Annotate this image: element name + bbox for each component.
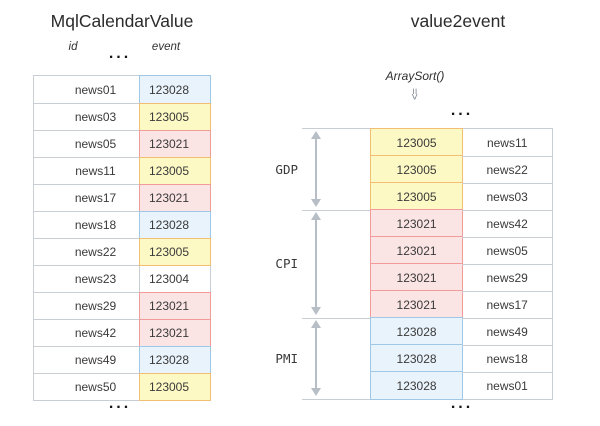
group-spacer-cell [302, 237, 371, 264]
event-cell: 123021 [370, 264, 463, 291]
group-label-pmi: PMI [275, 350, 298, 366]
id-cell: news17 [462, 291, 552, 318]
table-row: news22 123005 [34, 238, 210, 265]
group-spacer-cell [302, 345, 371, 372]
ellipsis-top-left: ... [108, 45, 132, 62]
event-cell: 123004 [148, 272, 190, 286]
id-cell: news18 [34, 212, 140, 238]
id-cell: news23 [34, 266, 140, 292]
id-cell: news22 [34, 239, 140, 265]
arrow-down-icon: => [408, 88, 420, 99]
event-cell: 123005 [140, 104, 210, 130]
group-spacer-cell [302, 183, 371, 210]
id-cell: news22 [462, 156, 552, 183]
event-cell: 123005 [140, 239, 210, 265]
id-cell: news01 [462, 372, 552, 399]
table-row: news01 123028 [34, 76, 210, 103]
group-spacer-cell [302, 291, 371, 318]
ellipsis-top-right: ... [450, 102, 474, 119]
table-row: news23 123004 [34, 265, 210, 292]
table-row: news17 123021 [34, 184, 210, 211]
table-row: news49 123028 [34, 346, 210, 373]
id-cell: news11 [486, 135, 528, 150]
id-cell: news29 [462, 264, 552, 291]
group-label-cpi: CPI [275, 256, 298, 271]
id-cell: news05 [462, 237, 552, 264]
ellipsis-bottom-right: ... [450, 395, 474, 412]
group-spacer-cell [302, 372, 371, 399]
id-cell: news29 [34, 293, 140, 319]
group-spacer-cell [302, 318, 371, 345]
event-cell: 123028 [140, 347, 210, 373]
event-cell: 123021 [140, 185, 210, 211]
table-row: 123028 news01 [302, 372, 552, 399]
value2event-table: 123005 news11 123005 news22 123005 news03 1230… [302, 128, 553, 400]
event-cell: 123005 [370, 129, 463, 156]
id-cell: news42 [462, 210, 552, 237]
table-row: news11 123005 [34, 157, 210, 184]
id-cell: news49 [34, 347, 140, 373]
event-cell: 123021 [140, 320, 210, 346]
event-cell: 123021 [370, 237, 463, 264]
event-cell: 123021 [370, 291, 463, 318]
table-row: news03 123005 [34, 103, 210, 130]
table-row: news05 123021 [34, 130, 210, 157]
table-row: 123021 news05 [302, 237, 552, 264]
table-row: 123028 news49 [302, 318, 552, 345]
id-cell: news03 [34, 104, 140, 130]
table-row: 123028 news18 [302, 345, 552, 372]
event-cell: 123005 [140, 158, 210, 184]
event-cell: 123021 [370, 210, 463, 237]
table-row: news29 123021 [34, 292, 210, 319]
group-spacer-cell [302, 264, 371, 291]
table-row: 123021 news29 [302, 264, 552, 291]
column-header-event: event [151, 41, 181, 53]
event-cell: 123005 [370, 183, 463, 210]
event-cell: 123021 [140, 293, 210, 319]
table-row: 123005 news22 [302, 156, 552, 183]
id-cell: news42 [34, 320, 140, 346]
id-cell: news01 [34, 76, 140, 103]
event-cell: 123005 [140, 374, 210, 400]
right-table-title: value2event [410, 11, 506, 31]
id-cell: news03 [462, 183, 552, 210]
table-row: 123005 news11 [302, 129, 552, 156]
table-row: 123021 news42 [302, 210, 552, 237]
event-cell: 123028 [140, 76, 210, 103]
event-cell: 123028 [370, 372, 463, 399]
table-row: news18 123028 [34, 211, 210, 238]
id-cell: news17 [34, 185, 140, 211]
table-row: 123021 news17 [302, 291, 552, 318]
table-row: 123005 news03 [302, 183, 552, 210]
group-spacer-cell [302, 210, 371, 237]
ellipsis-bottom-left: ... [108, 395, 132, 412]
arraysort-label: ArraySort() [385, 69, 445, 83]
id-cell: news18 [462, 345, 552, 372]
table-row: news50 123005 [34, 373, 210, 400]
event-cell: 123028 [370, 345, 463, 372]
group-spacer-cell [302, 129, 371, 156]
group-label-gdp: GDP [275, 161, 298, 177]
event-cell: 123028 [370, 318, 463, 345]
event-cell: 123028 [140, 212, 210, 238]
id-cell: news05 [34, 131, 140, 157]
id-cell: news50 [34, 374, 140, 400]
group-spacer-cell [302, 156, 371, 183]
left-table-title: MqlCalendarValue [50, 11, 194, 31]
id-cell: news11 [34, 158, 140, 184]
column-header-id: id [68, 41, 78, 53]
table-row: news42 123021 [34, 319, 210, 346]
event-cell: 123021 [140, 131, 210, 157]
event-cell: 123005 [370, 156, 463, 183]
id-cell: news49 [462, 318, 552, 345]
mqlcalendarvalue-table: news01 123028 news03 123005 news05 123021 news… [33, 75, 211, 401]
